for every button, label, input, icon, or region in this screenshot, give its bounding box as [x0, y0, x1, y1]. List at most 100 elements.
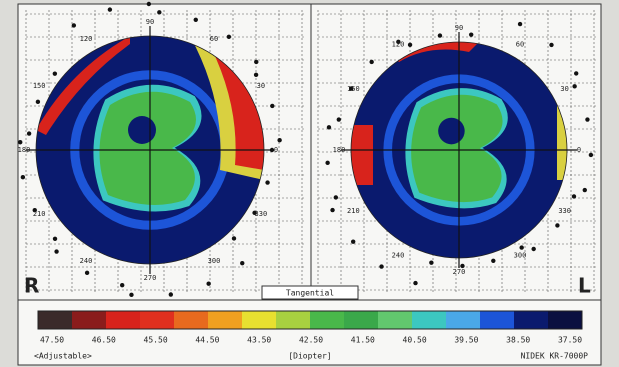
- angle-label: 270: [144, 274, 157, 282]
- dot: [326, 125, 332, 130]
- dot: [254, 59, 259, 65]
- eye-label: R: [24, 274, 39, 298]
- dot: [157, 10, 162, 15]
- angle-label: 180: [18, 146, 31, 154]
- topography-map: 90 120 60 150 30 180 0 210 330 240 300 270: [18, 1, 305, 298]
- scale-label: 41.50: [351, 336, 375, 345]
- dot: [252, 210, 257, 216]
- dot: [206, 281, 211, 286]
- scale-swatch: [72, 311, 107, 329]
- topography-map: 90 120 60 150 30 180 0 210 330 240 300 270: [317, 10, 596, 292]
- dot: [549, 42, 554, 48]
- zone: [99, 91, 196, 205]
- dot: [71, 23, 77, 28]
- dot: [572, 84, 577, 89]
- angle-label: 0: [577, 146, 581, 154]
- dot: [582, 187, 587, 193]
- angle-label: 30: [560, 85, 568, 93]
- dot: [52, 71, 58, 76]
- zone: [205, 36, 264, 170]
- angle-label: 300: [208, 257, 221, 265]
- dot: [379, 264, 384, 269]
- angle-label: 120: [80, 35, 93, 43]
- scale-swatch: [446, 311, 481, 329]
- scale-label: 37.50: [558, 336, 582, 345]
- dot: [270, 103, 275, 109]
- angle-label: 240: [80, 257, 93, 265]
- angle-label: 30: [257, 82, 265, 90]
- eye-label: L: [578, 274, 591, 298]
- scale-swatch: [548, 311, 583, 329]
- dot: [265, 180, 270, 185]
- angle-label: 150: [33, 82, 46, 90]
- dot: [369, 59, 374, 65]
- angle-label: 240: [392, 252, 405, 260]
- dot: [407, 42, 413, 48]
- angle-label: 120: [392, 40, 405, 48]
- dot: [333, 195, 339, 200]
- device-label: NIDEK KR-7000P: [521, 352, 589, 361]
- angle-label: 90: [455, 24, 463, 32]
- mode-box: [261, 285, 359, 300]
- angle-label: 60: [516, 40, 524, 48]
- angle-label: 330: [255, 210, 268, 218]
- scale-swatch: [514, 311, 549, 329]
- angle-label: 90: [146, 18, 154, 26]
- scale-swatch: [310, 311, 345, 329]
- scale-label: 47.50: [40, 336, 64, 345]
- dot: [18, 140, 23, 145]
- dot: [413, 280, 418, 286]
- dot: [120, 282, 125, 288]
- zone: [36, 36, 130, 135]
- zone: [411, 94, 503, 203]
- scale-swatch: [208, 311, 243, 329]
- dot: [571, 194, 577, 199]
- scale-border: [37, 310, 583, 330]
- dot: [277, 137, 282, 143]
- dot: [429, 260, 434, 265]
- scale-swatch: [106, 311, 141, 329]
- dot: [240, 260, 245, 266]
- dot: [168, 292, 174, 297]
- dot: [52, 236, 58, 241]
- angle-label: 210: [33, 210, 46, 218]
- dot: [519, 245, 524, 250]
- scale-swatch: [140, 311, 175, 329]
- scale-label: 43.50: [247, 336, 271, 345]
- dot: [468, 32, 474, 37]
- scale-swatch: [174, 311, 209, 329]
- dot: [35, 99, 41, 105]
- dot: [330, 207, 335, 213]
- dot: [349, 86, 354, 91]
- scale-note: <Adjustable>: [34, 352, 92, 361]
- dot: [555, 223, 560, 228]
- angle-label: 210: [347, 207, 360, 215]
- mode-label: Tangential: [286, 289, 334, 298]
- dot: [129, 292, 134, 298]
- angle-label: 60: [210, 35, 218, 43]
- scale-swatch: [344, 311, 379, 329]
- dot: [396, 39, 401, 45]
- scale-label: 44.50: [195, 336, 219, 345]
- dot: [350, 239, 356, 244]
- dot: [460, 263, 465, 269]
- color-scale: 47.50 46.50 45.50 44.50 43.50 42.50 41.50 40.50…: [37, 310, 583, 345]
- dot: [54, 249, 59, 254]
- scale-label: 46.50: [92, 336, 116, 345]
- dot: [84, 270, 90, 276]
- dot: [26, 131, 32, 136]
- scale-swatch: [412, 311, 447, 329]
- dot: [585, 117, 590, 122]
- angle-label: 330: [558, 207, 571, 215]
- dot: [231, 236, 237, 241]
- scale-label: 40.50: [403, 336, 427, 345]
- angle-label: 270: [453, 268, 466, 276]
- scale-swatch: [378, 311, 413, 329]
- dot: [336, 117, 342, 122]
- scale-swatch: [242, 311, 277, 329]
- dot: [531, 246, 536, 252]
- dot: [588, 152, 594, 158]
- angle-label: 180: [333, 146, 346, 154]
- dot: [517, 21, 523, 27]
